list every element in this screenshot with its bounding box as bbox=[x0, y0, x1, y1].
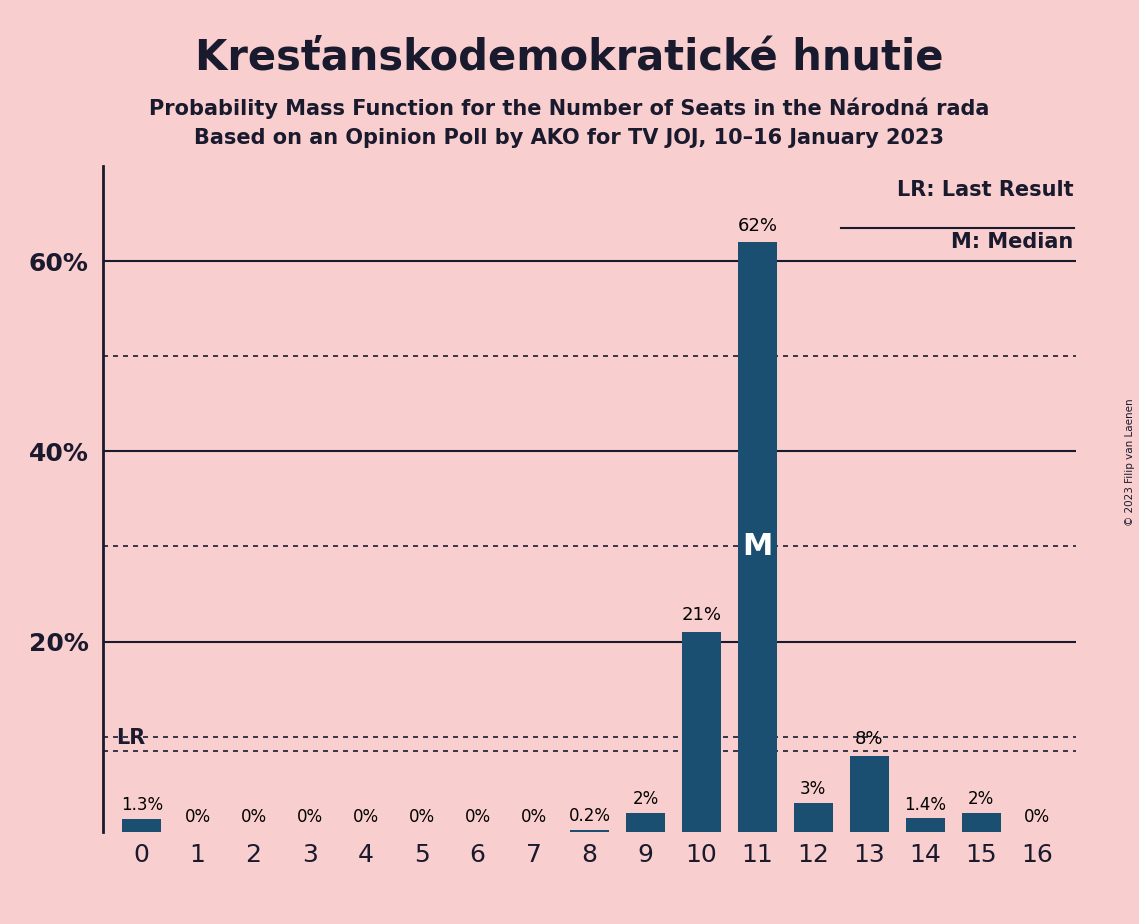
Bar bbox=[738, 242, 777, 832]
Bar bbox=[682, 632, 721, 832]
Text: 0%: 0% bbox=[521, 808, 547, 826]
Text: Probability Mass Function for the Number of Seats in the Národná rada: Probability Mass Function for the Number… bbox=[149, 97, 990, 118]
Text: 3%: 3% bbox=[801, 781, 827, 798]
Text: 0.2%: 0.2% bbox=[568, 807, 611, 825]
Text: 62%: 62% bbox=[737, 217, 777, 235]
Text: LR: LR bbox=[116, 728, 146, 748]
Bar bbox=[122, 820, 162, 832]
Text: Based on an Opinion Poll by AKO for TV JOJ, 10–16 January 2023: Based on an Opinion Poll by AKO for TV J… bbox=[195, 128, 944, 148]
Text: 0%: 0% bbox=[1024, 808, 1050, 826]
Text: 0%: 0% bbox=[185, 808, 211, 826]
Text: © 2023 Filip van Laenen: © 2023 Filip van Laenen bbox=[1125, 398, 1134, 526]
Text: 21%: 21% bbox=[681, 606, 721, 625]
Text: 0%: 0% bbox=[409, 808, 435, 826]
Bar bbox=[961, 812, 1001, 832]
Text: 0%: 0% bbox=[296, 808, 322, 826]
Bar bbox=[570, 830, 609, 832]
Text: 1.4%: 1.4% bbox=[904, 796, 947, 813]
Text: LR: Last Result: LR: Last Result bbox=[896, 180, 1074, 201]
Text: 0%: 0% bbox=[465, 808, 491, 826]
Text: 0%: 0% bbox=[240, 808, 267, 826]
Text: 8%: 8% bbox=[855, 730, 884, 748]
Text: 0%: 0% bbox=[352, 808, 378, 826]
Text: 2%: 2% bbox=[632, 790, 658, 808]
Bar bbox=[850, 756, 888, 832]
Text: M: M bbox=[743, 532, 772, 561]
Bar bbox=[625, 812, 665, 832]
Bar bbox=[906, 819, 945, 832]
Text: Kresťanskodemokratické hnutie: Kresťanskodemokratické hnutie bbox=[195, 37, 944, 79]
Text: M: Median: M: Median bbox=[951, 232, 1074, 252]
Bar bbox=[794, 803, 833, 832]
Text: 2%: 2% bbox=[968, 790, 994, 808]
Text: 1.3%: 1.3% bbox=[121, 796, 163, 814]
